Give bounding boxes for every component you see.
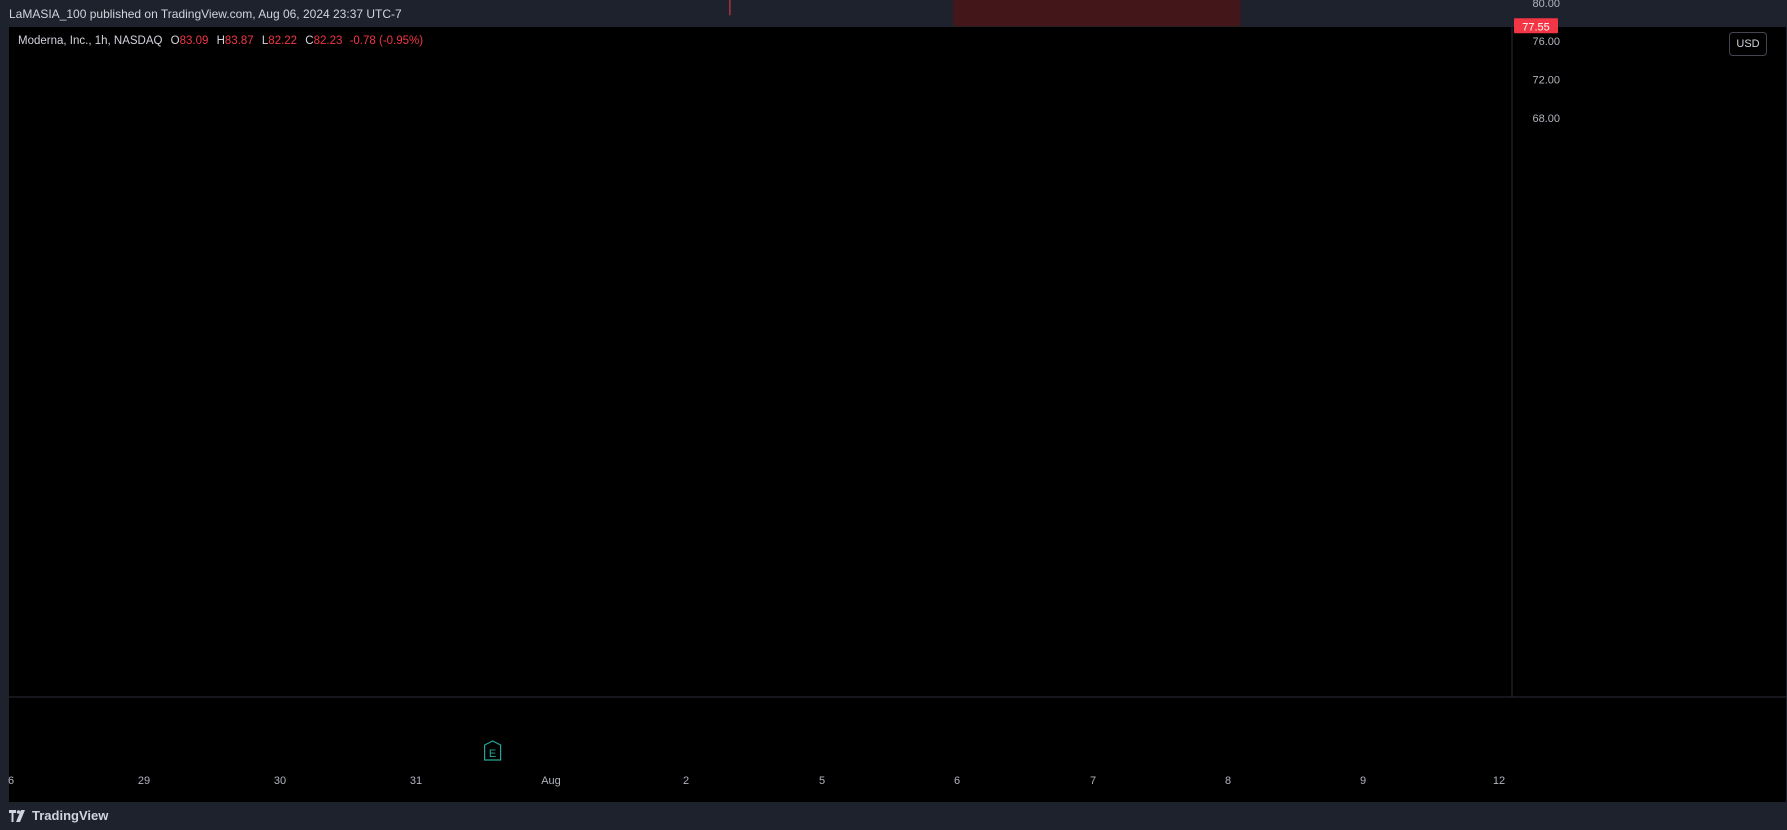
footer-bar: TradingView [0, 802, 1787, 830]
tradingview-brand-text: TradingView [32, 808, 109, 823]
position-stop-zone[interactable] [953, 0, 1241, 27]
price-label-text: 77.55 [1522, 21, 1550, 33]
y-tick-label: 76.00 [1532, 36, 1560, 48]
symbol-title: Moderna, Inc., 1h, NASDAQ [18, 35, 163, 47]
x-tick-label: 8 [1225, 775, 1231, 787]
earnings-marker-label: E [489, 748, 496, 760]
close-label: C [305, 35, 314, 47]
y-tick-label: 72.00 [1532, 74, 1560, 86]
x-tick-label: 9 [1360, 775, 1366, 787]
symbol-legend: Moderna, Inc., 1h, NASDAQ O83.09 H83.87 … [18, 35, 423, 47]
currency-button[interactable]: USD [1729, 32, 1767, 56]
x-tick-label: 30 [274, 775, 286, 787]
tradingview-logo-icon [9, 809, 25, 822]
tradingview-logo[interactable]: TradingView [9, 808, 108, 823]
price-chart[interactable]: 128.00124.00120.00116.00112.00108.00104.… [0, 0, 1787, 802]
publish-header: LaMASIA_100 published on TradingView.com… [0, 0, 1787, 27]
close-value: 82.23 [313, 35, 343, 47]
y-tick-label: 80.00 [1532, 0, 1560, 10]
price-label-badge [1514, 18, 1558, 34]
low-label: L [261, 35, 269, 47]
change-value: -0.78 (-0.95%) [349, 35, 424, 47]
price-axis[interactable] [1512, 27, 1786, 697]
x-tick-label: 12 [1493, 775, 1505, 787]
x-tick-label: 5 [819, 775, 825, 787]
earnings-marker-icon[interactable] [484, 740, 502, 761]
time-axis[interactable] [9, 697, 1786, 802]
high-value: 83.87 [224, 35, 254, 47]
x-tick-label: 6 [954, 775, 960, 787]
x-tick-label: 2 [683, 775, 689, 787]
x-tick-label: 6 [8, 775, 14, 787]
open-value: 83.09 [179, 35, 209, 47]
x-tick-label: 31 [410, 775, 422, 787]
y-tick-label: 68.00 [1532, 113, 1560, 125]
x-tick-label: 29 [138, 775, 150, 787]
chart-pane[interactable] [9, 27, 1786, 802]
x-tick-label: Aug [541, 775, 561, 787]
open-label: O [170, 35, 180, 47]
high-label: H [216, 35, 225, 47]
x-tick-label: 7 [1090, 775, 1096, 787]
low-value: 82.22 [268, 35, 298, 47]
published-line: LaMASIA_100 published on TradingView.com… [9, 7, 402, 21]
